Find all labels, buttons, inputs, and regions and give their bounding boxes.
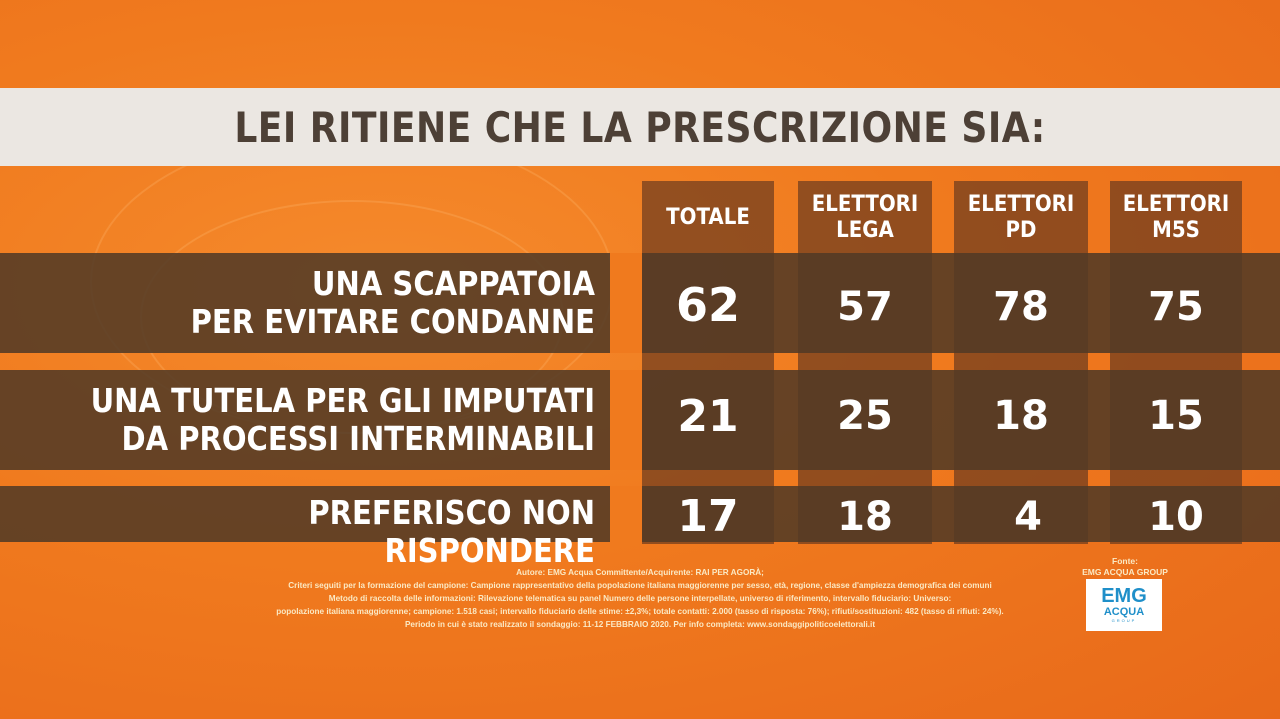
cell-value: 4: [1014, 494, 1042, 540]
cell-value: 10: [1148, 494, 1204, 540]
column-header-lega: ELETTORI LEGA: [811, 192, 919, 243]
methodology-note: Autore: EMG Acqua Committente/Acquirente…: [276, 568, 1004, 629]
column-header-totale: TOTALE: [666, 205, 750, 230]
cell-value: 25: [837, 393, 893, 439]
title-band: [0, 88, 1280, 166]
row-label-tutela: UNA TUTELA PER GLI IMPUTATI DA PROCESSI …: [90, 381, 595, 458]
column-band-m5s: [1110, 181, 1242, 544]
cell-value: 62: [675, 278, 740, 332]
column-band-lega: [798, 181, 932, 544]
column-band-totale: [642, 181, 774, 544]
column-header-pd: ELETTORI PD: [967, 192, 1075, 243]
cell-value: 75: [1148, 284, 1204, 330]
row-separator: [610, 486, 642, 542]
cell-value: 18: [837, 494, 893, 540]
source-caption: Fonte: EMG ACQUA GROUP: [1082, 556, 1168, 577]
emg-acqua-logo: EMG ACQUA GROUP: [1086, 579, 1162, 631]
cell-value: 18: [993, 393, 1049, 439]
row-separator: [610, 370, 642, 470]
cell-value: 15: [1148, 393, 1204, 439]
cell-value: 78: [993, 284, 1049, 330]
page-title: LEI RITIENE CHE LA PRESCRIZIONE SIA:: [234, 102, 1046, 152]
row-label-scappatoia: UNA SCAPPATOIA PER EVITARE CONDANNE: [190, 264, 596, 341]
row-label-non-risponde: PREFERISCO NON RISPONDERE: [308, 493, 595, 570]
column-band-pd: [954, 181, 1088, 544]
column-header-m5s: ELETTORI M5S: [1122, 192, 1230, 243]
row-separator: [610, 253, 642, 353]
cell-value: 17: [677, 491, 739, 542]
cell-value: 57: [837, 284, 893, 330]
cell-value: 21: [677, 391, 739, 442]
